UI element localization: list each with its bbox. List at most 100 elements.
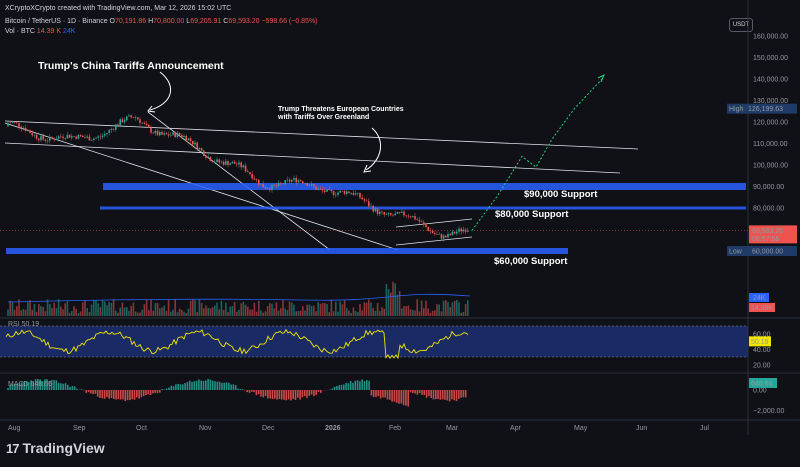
volume-bar — [220, 300, 223, 316]
volume-bar — [227, 312, 229, 316]
rsi-tick-label: 20.00 — [753, 362, 771, 369]
candle — [462, 229, 465, 232]
macd-bar — [280, 390, 283, 400]
candle — [293, 178, 295, 180]
macd-bar — [60, 383, 62, 390]
symbol-name[interactable]: Bitcoin / TetherUS · 1D · Binance — [5, 18, 108, 25]
macd-bar — [283, 390, 285, 400]
price-tick-label: 140,000.00 — [753, 77, 788, 84]
price-tick-label: 100,000.00 — [753, 163, 788, 170]
candle — [20, 126, 22, 129]
volume-bar — [350, 312, 352, 316]
volume-bar — [49, 304, 51, 316]
volume-bar — [194, 300, 196, 316]
low-tag-value: 60,000.00 — [752, 249, 783, 256]
macd-bar — [262, 390, 265, 398]
candle — [363, 199, 366, 201]
macd-bar — [99, 390, 101, 398]
volume-bar — [275, 302, 278, 316]
macd-bar — [260, 390, 262, 397]
macd-bar — [389, 390, 391, 400]
volume-bar — [77, 312, 80, 316]
support-zone — [100, 206, 746, 210]
candle — [46, 140, 49, 142]
macd-bar — [94, 390, 97, 394]
volume-bar — [434, 310, 436, 316]
volume-bar — [71, 310, 73, 316]
candle — [288, 179, 291, 182]
volume-bar — [317, 301, 319, 316]
macd-bar — [237, 388, 239, 390]
tradingview-brand[interactable]: 17 TradingView — [6, 440, 105, 456]
candle — [112, 129, 115, 130]
candle — [35, 134, 38, 139]
macd-bar — [343, 384, 345, 390]
volume-bar — [418, 311, 421, 316]
macd-bar — [44, 379, 46, 390]
annotation-europe-tariffs-2: with Tariffs Over Greenland — [277, 114, 369, 121]
volume-bar — [249, 309, 251, 316]
volume-bar — [335, 301, 337, 316]
tradingview-logo-icon: 17 — [6, 440, 20, 456]
volume-bar — [394, 283, 396, 316]
quote-currency-button[interactable]: USDT — [729, 18, 753, 32]
candle — [104, 134, 106, 136]
candle — [84, 137, 86, 138]
candle — [218, 159, 220, 163]
volume-bar — [409, 309, 412, 316]
macd-bar — [418, 390, 421, 394]
volume-bar — [130, 305, 132, 316]
macd-bar — [73, 386, 76, 390]
volume-bar — [295, 311, 297, 316]
candle — [266, 188, 269, 189]
macd-bar — [255, 390, 258, 396]
macd-bar — [421, 390, 423, 395]
macd-bar — [308, 390, 311, 396]
volume-bar — [425, 300, 427, 316]
volume-ma: 24K — [63, 28, 76, 35]
macd-bar — [462, 390, 465, 398]
candle — [348, 191, 350, 194]
high-tag-value: 126,199.63 — [748, 106, 783, 113]
volume-bar — [438, 304, 440, 316]
macd-bar — [248, 390, 251, 393]
volume-bar — [101, 300, 104, 316]
candle — [282, 183, 284, 185]
macd-bar — [276, 390, 278, 400]
macd-bar — [361, 379, 363, 390]
volume-label: Vol · BTC — [5, 28, 35, 35]
ohlc-high-label: H — [148, 18, 154, 25]
time-tick-label: Apr — [510, 425, 522, 432]
volume-bar — [260, 310, 262, 316]
volume-bar — [414, 310, 416, 316]
low-tag — [727, 246, 797, 256]
volume-bar — [99, 307, 102, 316]
candle — [407, 215, 410, 217]
volume-bar — [348, 310, 350, 316]
candle — [152, 132, 154, 134]
volume-bar — [319, 303, 322, 316]
volume-bar — [183, 311, 185, 316]
volume-bar — [407, 305, 410, 316]
macd-bar — [352, 382, 354, 390]
volume-bar — [55, 307, 58, 316]
candle — [332, 191, 335, 196]
candle — [392, 214, 394, 216]
volume-bar — [337, 311, 339, 316]
candle — [394, 213, 396, 216]
volume-bar — [27, 302, 29, 316]
macd-bar — [209, 379, 212, 390]
volume-bar — [222, 309, 225, 316]
volume-bar — [163, 305, 165, 316]
macd-bar — [366, 380, 368, 390]
volume-bar — [152, 310, 154, 316]
candle — [198, 148, 201, 150]
macd-title: MACD 648.66 — [8, 381, 52, 388]
volume-bar — [412, 310, 414, 316]
candle — [431, 230, 434, 234]
macd-bar — [161, 389, 163, 390]
candle — [220, 161, 223, 163]
macd-bar — [39, 379, 41, 390]
macd-bar — [409, 390, 412, 393]
